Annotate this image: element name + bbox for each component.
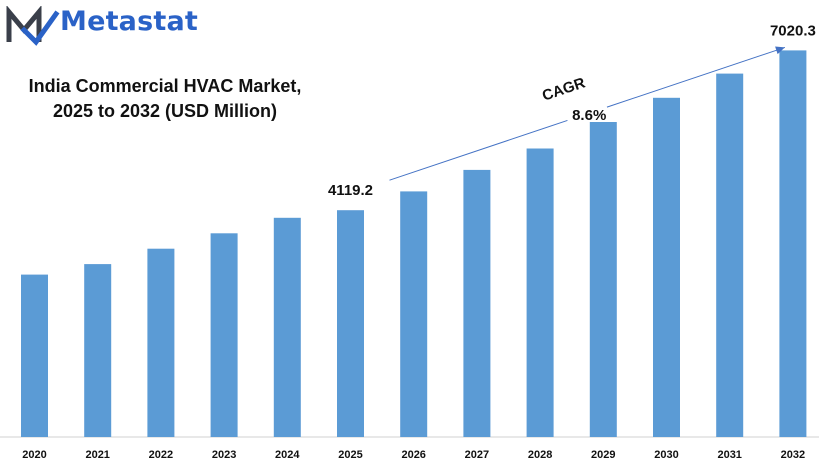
bar-2032 bbox=[779, 50, 807, 438]
chart-title: India Commercial HVAC Market, 2025 to 20… bbox=[20, 74, 310, 124]
cagr-arrow-segment-2 bbox=[606, 46, 786, 108]
cagr-arrow-segment-1 bbox=[389, 119, 568, 181]
bar-2026 bbox=[400, 191, 428, 437]
x-tick-label: 2023 bbox=[212, 449, 236, 461]
bar-2023 bbox=[210, 233, 238, 437]
x-tick-label: 2028 bbox=[528, 449, 552, 461]
bar-2027 bbox=[463, 169, 491, 437]
x-tick-label: 2031 bbox=[717, 449, 741, 461]
bar-2028 bbox=[526, 148, 554, 437]
bar-2021 bbox=[84, 264, 112, 437]
cagr-label: CAGR bbox=[540, 74, 587, 104]
x-tick-label: 2027 bbox=[465, 449, 489, 461]
data-labels: 4119.2 7020.3 bbox=[328, 22, 816, 199]
x-tick-label: 2032 bbox=[781, 449, 805, 461]
bar-2029 bbox=[589, 122, 617, 437]
bar-2030 bbox=[653, 97, 680, 438]
x-tick-label: 2021 bbox=[85, 449, 109, 461]
brand-name: Metastat bbox=[60, 6, 199, 37]
bar-2024 bbox=[273, 217, 301, 437]
chart-title-line-2: 2025 to 2032 (USD Million) bbox=[52, 101, 278, 121]
x-tick-label: 2022 bbox=[149, 449, 173, 461]
bar-2022 bbox=[147, 248, 175, 437]
chart-title-line-1: India Commercial HVAC Market, bbox=[28, 76, 302, 96]
x-tick-label: 2026 bbox=[401, 449, 425, 461]
x-tick-label: 2025 bbox=[338, 449, 362, 461]
data-label: 7020.3 bbox=[770, 22, 816, 39]
m-logo-icon bbox=[6, 6, 60, 46]
bars bbox=[21, 50, 807, 438]
cagr-arrow-head bbox=[775, 46, 785, 55]
x-tick-label: 2024 bbox=[275, 449, 300, 461]
data-label: 4119.2 bbox=[328, 182, 373, 199]
bar-2020 bbox=[21, 274, 48, 437]
x-tick-label: 2020 bbox=[22, 449, 46, 461]
bar-2025 bbox=[337, 210, 364, 437]
cagr-value: 8.6% bbox=[572, 107, 606, 124]
x-tick-label: 2030 bbox=[654, 449, 678, 461]
bar-2031 bbox=[716, 73, 744, 437]
x-tick-labels: 2020 2021 2022 2023 2024 2025 2026 2027 2028 2029… bbox=[22, 449, 805, 461]
x-tick-label: 2029 bbox=[591, 449, 615, 461]
